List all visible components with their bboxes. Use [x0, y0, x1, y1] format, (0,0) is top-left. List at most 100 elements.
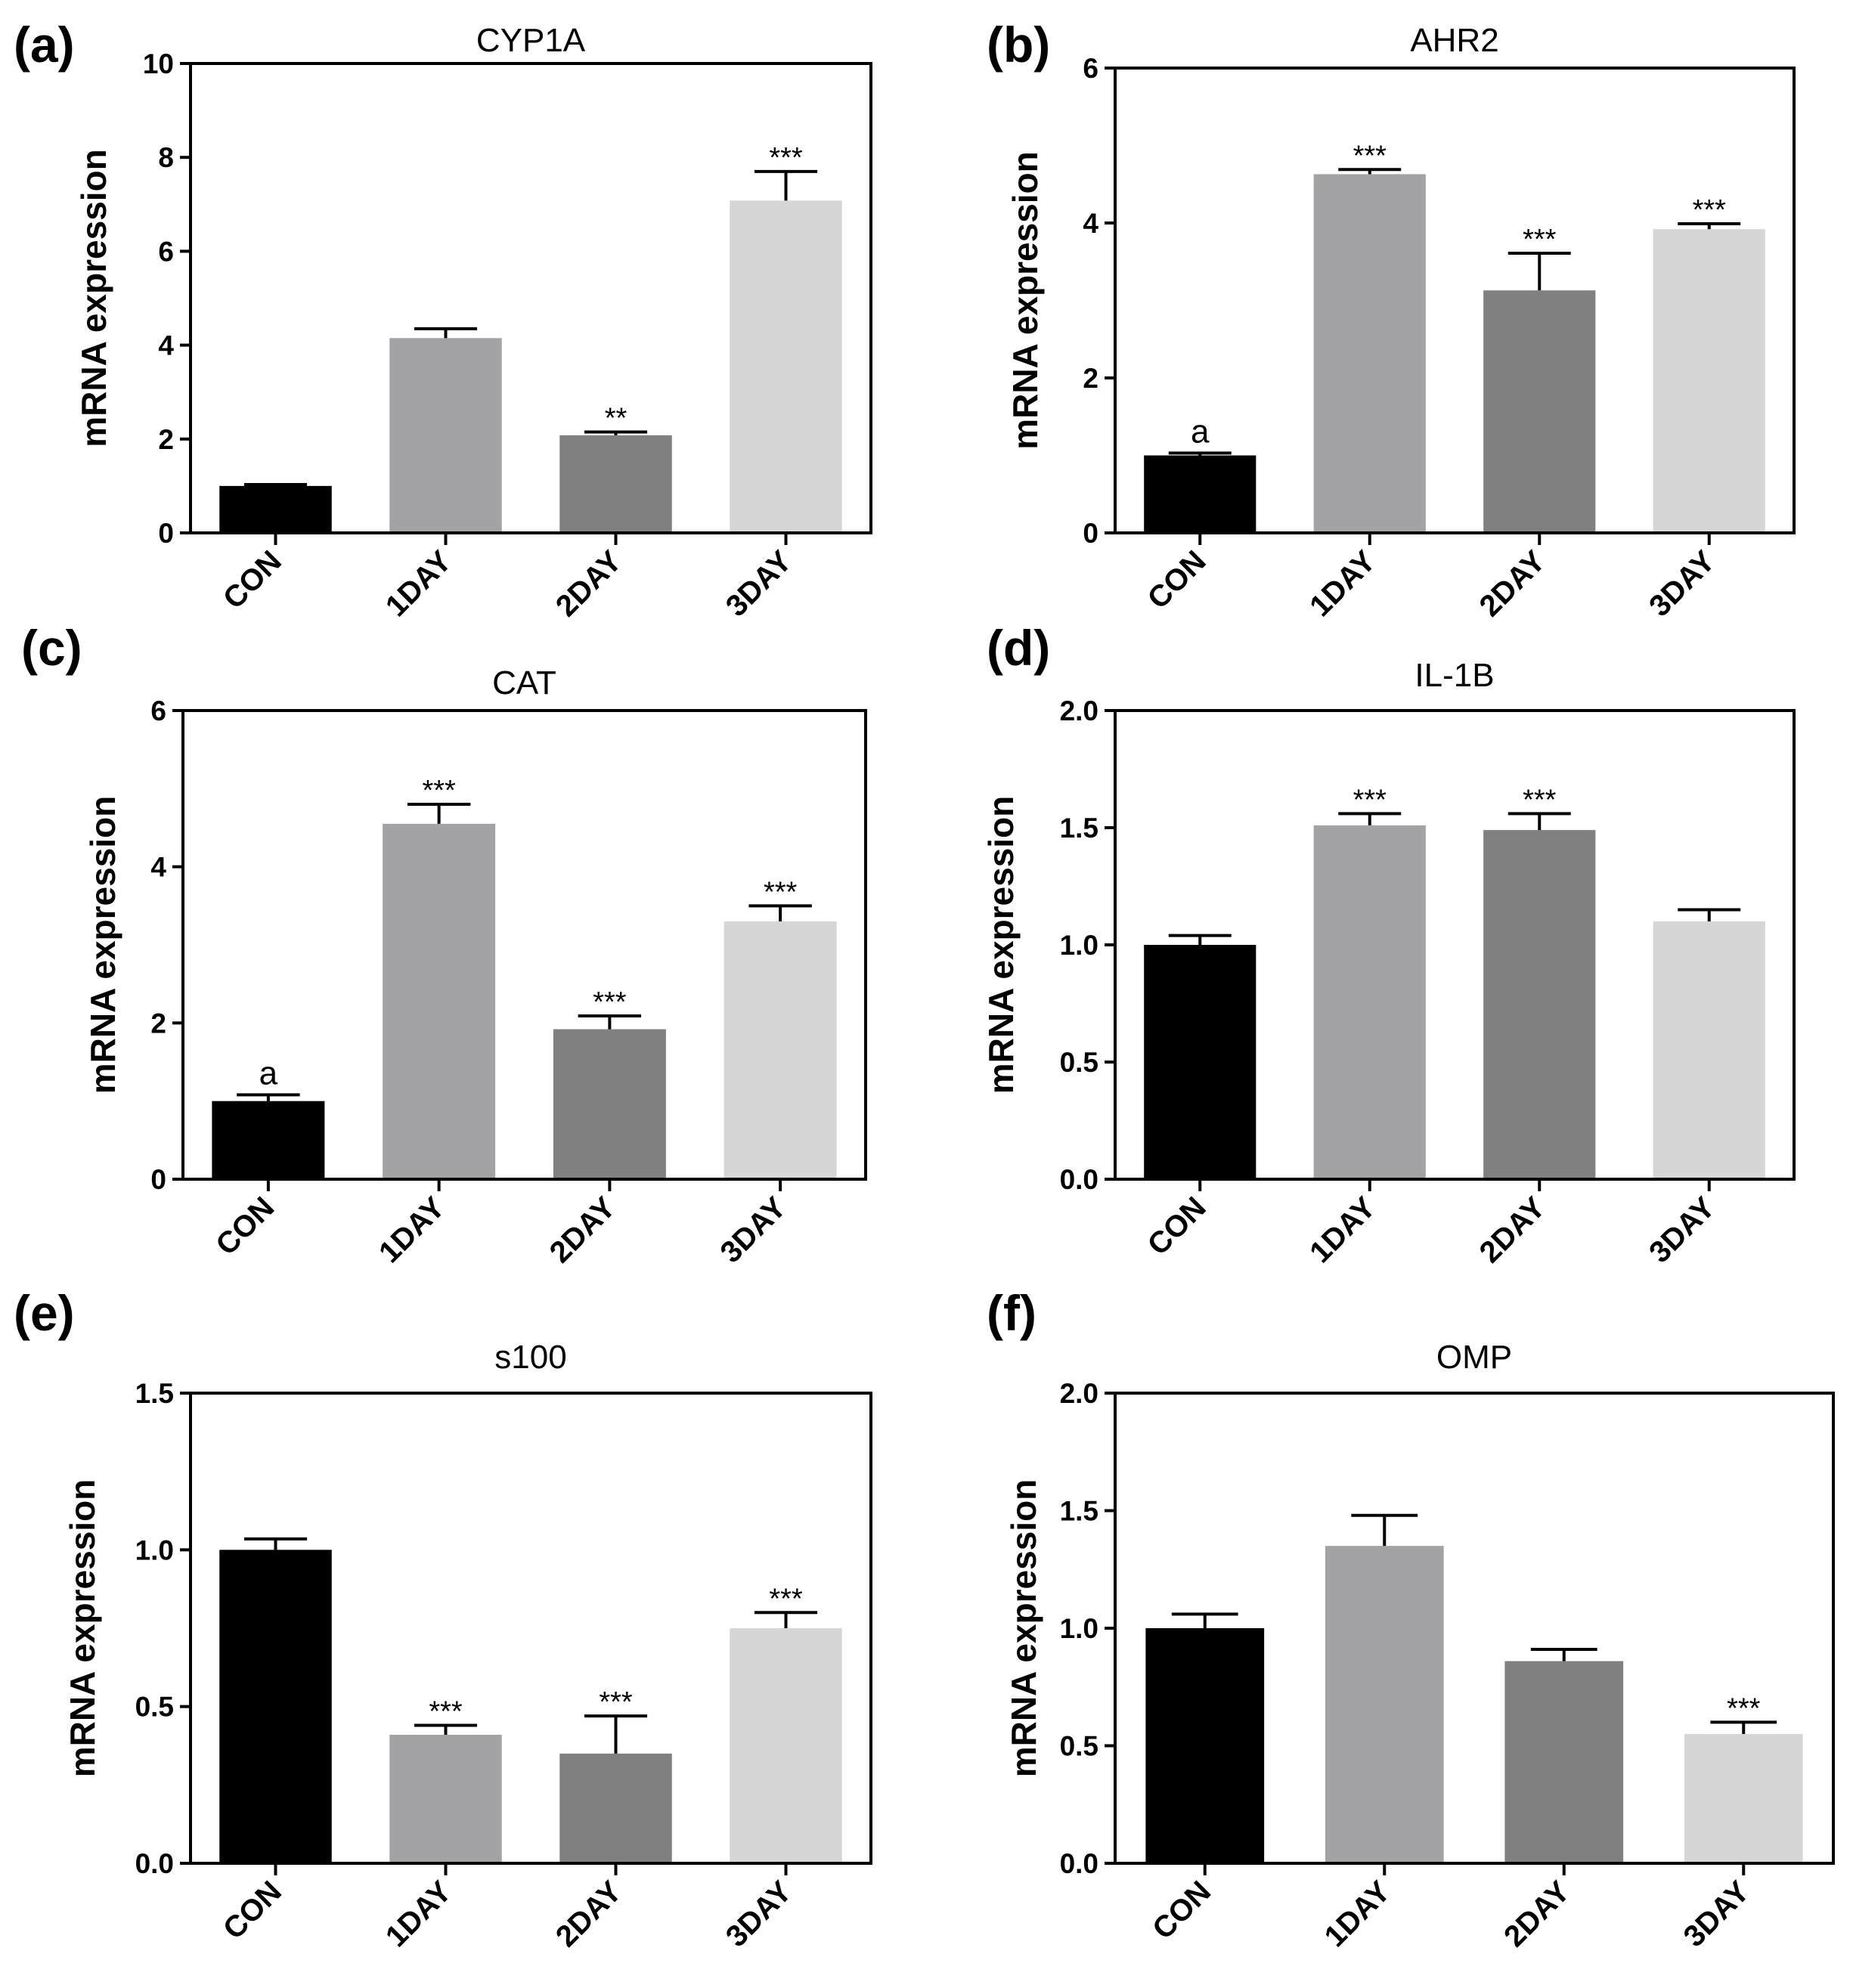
x-tick-label-d-3day: 3DAY — [1643, 1191, 1721, 1269]
bar-f-2day — [1504, 1661, 1624, 1863]
significance-label-f-3day: *** — [1727, 1692, 1761, 1724]
panel-label-b: (b) — [987, 17, 1050, 73]
significance-label-c-1day: *** — [422, 775, 456, 807]
x-tick-label-e-con: CON — [217, 1875, 288, 1946]
bar-a-3day — [730, 200, 842, 533]
bar-f-3day — [1684, 1733, 1803, 1863]
plot-frame-c — [181, 709, 867, 1181]
chart-title-a: CYP1A — [476, 22, 586, 59]
plot-frame-f — [1114, 1392, 1835, 1865]
y-tick-label-a: 6 — [158, 236, 174, 267]
chart-title-c: CAT — [492, 664, 556, 701]
y-tick-label-b: 0 — [1083, 518, 1098, 549]
bar-b-1day — [1313, 174, 1426, 534]
y-axis-label-c: mRNA expression — [83, 796, 122, 1095]
bar-c-1day — [383, 823, 496, 1179]
bar-d-1day — [1313, 825, 1426, 1179]
chart-panel-d: (d) IL-1B mRNA expression 0.0 0.5 1.0 1.5 2.0 CO… — [981, 620, 1796, 1269]
significance-label-b-2day: *** — [1523, 224, 1557, 255]
bar-a-con — [219, 485, 332, 533]
bar-e-2day — [559, 1753, 672, 1863]
chart-title-f: OMP — [1436, 1339, 1512, 1376]
panel-label-e: (e) — [14, 1285, 75, 1341]
y-axis-label-e: mRNA expression — [63, 1479, 102, 1778]
y-tick-label-c: 6 — [150, 695, 166, 726]
plot-frame-a — [189, 62, 872, 534]
bar-e-3day — [730, 1628, 842, 1863]
panel-label-d: (d) — [987, 620, 1050, 676]
bar-a-2day — [559, 435, 672, 533]
y-tick-label-f: 0.5 — [1060, 1731, 1098, 1762]
significance-label-a-2day: ** — [605, 402, 627, 434]
y-tick-label-e: 0.0 — [135, 1848, 174, 1879]
chart-panel-a: (a) CYP1A mRNA expression 0 2 4 6 8 10 CON 1DAY ** 2… — [14, 17, 872, 623]
x-tick-label-b-2day: 2DAY — [1473, 544, 1552, 623]
chart-panel-b: (b) AHR2 mRNA expression 0 2 4 6 a CON *** 1DAY ***… — [987, 17, 1796, 623]
bar-c-con — [212, 1101, 325, 1179]
significance-label-b-con: a — [1191, 413, 1210, 450]
y-tick-label-e: 1.5 — [135, 1378, 174, 1409]
bar-c-3day — [724, 921, 837, 1179]
x-tick-label-f-3day: 3DAY — [1678, 1875, 1756, 1953]
y-tick-label-c: 0 — [150, 1164, 166, 1195]
y-tick-label-b: 6 — [1083, 53, 1098, 84]
bar-e-con — [219, 1550, 332, 1863]
significance-label-c-3day: *** — [764, 876, 798, 908]
bar-e-1day — [389, 1734, 502, 1863]
y-tick-label-d: 1.5 — [1060, 813, 1098, 844]
x-tick-label-b-1day: 1DAY — [1303, 544, 1382, 623]
x-tick-label-a-1day: 1DAY — [380, 544, 458, 623]
chart-title-d: IL-1B — [1415, 657, 1494, 694]
y-tick-label-c: 2 — [150, 1008, 166, 1039]
x-tick-label-a-2day: 2DAY — [550, 544, 628, 623]
x-tick-label-c-con: CON — [209, 1191, 280, 1262]
panel-label-c: (c) — [21, 620, 82, 676]
x-tick-label-c-1day: 1DAY — [373, 1191, 451, 1269]
y-tick-label-f: 1.5 — [1060, 1496, 1098, 1527]
chart-title-e: s100 — [494, 1339, 566, 1376]
x-tick-label-a-3day: 3DAY — [720, 544, 798, 623]
significance-label-d-1day: *** — [1353, 784, 1387, 816]
x-tick-label-d-1day: 1DAY — [1303, 1191, 1382, 1269]
bar-b-3day — [1653, 229, 1765, 533]
y-tick-label-a: 4 — [158, 330, 174, 361]
x-tick-label-b-con: CON — [1142, 544, 1213, 615]
x-tick-label-b-3day: 3DAY — [1643, 544, 1721, 623]
bar-b-con — [1144, 455, 1257, 533]
bar-a-1day — [389, 338, 502, 533]
bar-f-1day — [1325, 1546, 1444, 1863]
y-axis-label-f: mRNA expression — [1004, 1479, 1043, 1778]
y-tick-label-e: 0.5 — [135, 1692, 174, 1723]
x-tick-label-e-3day: 3DAY — [720, 1875, 798, 1953]
y-tick-label-f: 2.0 — [1060, 1378, 1098, 1409]
significance-label-d-2day: *** — [1523, 784, 1557, 816]
x-tick-label-d-2day: 2DAY — [1473, 1191, 1552, 1269]
x-tick-label-f-con: CON — [1146, 1875, 1217, 1946]
panel-label-a: (a) — [14, 17, 75, 73]
bar-d-con — [1144, 945, 1257, 1179]
y-axis-label-a: mRNA expression — [74, 149, 113, 447]
y-tick-label-d: 1.0 — [1060, 930, 1098, 961]
bar-f-con — [1145, 1628, 1265, 1863]
significance-label-e-1day: *** — [429, 1696, 463, 1728]
x-tick-label-d-con: CON — [1142, 1191, 1213, 1262]
y-axis-label-b: mRNA expression — [1006, 151, 1045, 450]
y-tick-label-b: 2 — [1083, 363, 1098, 394]
y-tick-label-f: 0.0 — [1060, 1848, 1098, 1879]
chart-panel-c: (c) CAT mRNA expression 0 2 4 6 a CON *** 1DAY *** 2… — [21, 620, 867, 1269]
significance-label-b-1day: *** — [1353, 140, 1387, 172]
x-tick-label-f-1day: 1DAY — [1318, 1875, 1397, 1953]
significance-label-e-3day: *** — [769, 1583, 803, 1615]
y-tick-label-c: 4 — [150, 852, 166, 883]
significance-label-c-con: a — [259, 1054, 278, 1092]
bar-c-2day — [553, 1029, 666, 1179]
y-tick-label-b: 4 — [1083, 208, 1098, 239]
y-tick-label-f: 1.0 — [1060, 1613, 1098, 1644]
y-tick-label-a: 2 — [158, 424, 174, 455]
x-tick-label-a-con: CON — [217, 544, 288, 615]
x-tick-label-e-2day: 2DAY — [550, 1875, 628, 1953]
plot-frame-b — [1114, 67, 1796, 534]
chart-panel-f: (f) OMP mRNA expression 0.0 0.5 1.0 1.5 2.0 CON 1… — [987, 1285, 1835, 1953]
x-tick-label-c-3day: 3DAY — [714, 1191, 793, 1269]
y-tick-label-e: 1.0 — [135, 1534, 174, 1565]
